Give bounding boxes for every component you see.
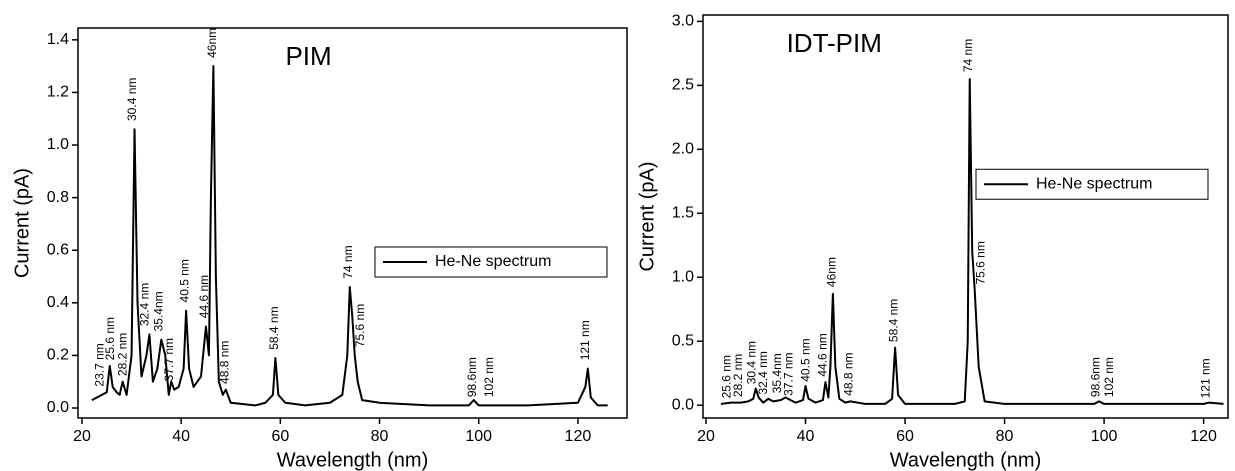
peak-label: 74 nm — [341, 245, 355, 278]
y-tick-label: 1.0 — [672, 268, 694, 285]
y-axis-title: Current (pA) — [636, 161, 658, 271]
plot-title: IDT-PIM — [787, 28, 882, 58]
y-tick-label: 0.8 — [47, 189, 69, 206]
peak-label: 23.7 nm — [92, 343, 106, 386]
y-tick-label: 0.2 — [47, 347, 69, 364]
peak-label: 37.7 nm — [162, 338, 176, 381]
y-tick-label: 0.6 — [47, 241, 69, 258]
y-tick-label: 0.5 — [672, 332, 694, 349]
x-tick-label: 120 — [565, 428, 592, 445]
peak-label: 25.6 nm — [103, 317, 117, 360]
peak-label: 35.4nm — [152, 291, 166, 331]
spectrum-line — [720, 77, 1224, 405]
legend-label: He-Ne spectrum — [435, 253, 551, 270]
peak-label: 121 nm — [1198, 358, 1212, 398]
peak-label: 30.4 nm — [744, 341, 758, 384]
peak-label: 40.5 nm — [799, 338, 813, 381]
y-tick-label: 2.5 — [672, 77, 694, 94]
peak-label: 58.4 nm — [267, 306, 281, 349]
peak-label: 32.4 nm — [138, 283, 152, 326]
y-tick-label: 0.0 — [47, 399, 69, 416]
peak-label: 32.4 nm — [756, 351, 770, 394]
y-tick-label: 1.4 — [47, 31, 69, 48]
peak-label: 40.5 nm — [177, 259, 191, 302]
peak-label: 44.6 nm — [197, 275, 211, 318]
x-tick-label: 100 — [1091, 428, 1118, 445]
y-tick-label: 0.4 — [47, 294, 69, 311]
peak-label: 25.6 nm — [720, 355, 734, 398]
plot-frame — [702, 14, 1229, 419]
x-axis-title: Wavelength (nm) — [890, 449, 1042, 471]
spectrum-line — [91, 65, 608, 407]
peak-label: 35.4nm — [770, 353, 784, 393]
plot-frame — [77, 27, 628, 419]
peak-label: 102 nm — [482, 357, 496, 397]
peak-label: 28.2 nm — [731, 354, 745, 397]
y-tick-label: 3.0 — [672, 13, 694, 30]
y-tick-label: 0.0 — [672, 396, 694, 413]
peak-label: 37.7 nm — [782, 352, 796, 395]
plot-title: PIM — [285, 41, 331, 71]
peak-label: 58.4 nm — [887, 299, 901, 342]
x-tick-label: 80 — [996, 428, 1014, 445]
peak-label: 98.6nm — [465, 357, 479, 397]
x-tick-label: 80 — [371, 428, 389, 445]
peak-label: 98.6nm — [1088, 357, 1102, 397]
x-tick-label: 40 — [172, 428, 190, 445]
y-axis-title: Current (pA) — [11, 168, 33, 278]
peak-label: 75.6 nm — [973, 241, 987, 284]
peak-label: 28.2 nm — [115, 333, 129, 376]
peak-label: 75.6 nm — [353, 304, 367, 347]
x-tick-label: 20 — [73, 428, 91, 445]
x-tick-label: 100 — [465, 428, 492, 445]
y-tick-label: 1.0 — [47, 136, 69, 153]
y-tick-label: 1.5 — [672, 205, 694, 222]
legend-label: He-Ne spectrum — [1036, 175, 1152, 192]
peak-label: 48.8 nm — [841, 352, 855, 395]
peak-label: 46nm — [205, 28, 219, 58]
x-tick-label: 60 — [271, 428, 289, 445]
y-tick-label: 2.0 — [672, 141, 694, 158]
x-tick-label: 60 — [896, 428, 914, 445]
x-tick-label: 20 — [697, 428, 715, 445]
x-tick-label: 40 — [797, 428, 815, 445]
peak-label: 44.6 nm — [816, 333, 830, 376]
peak-label: 102 nm — [1102, 357, 1116, 397]
y-tick-label: 1.2 — [47, 84, 69, 101]
peak-label: 74 nm — [961, 39, 975, 72]
peak-label: 121 nm — [578, 320, 592, 360]
peak-label: 46nm — [825, 257, 839, 287]
x-tick-label: 120 — [1190, 428, 1217, 445]
x-axis-title: Wavelength (nm) — [277, 449, 429, 471]
peak-label: 48.8 nm — [217, 341, 231, 384]
peak-label: 30.4 nm — [125, 78, 139, 121]
